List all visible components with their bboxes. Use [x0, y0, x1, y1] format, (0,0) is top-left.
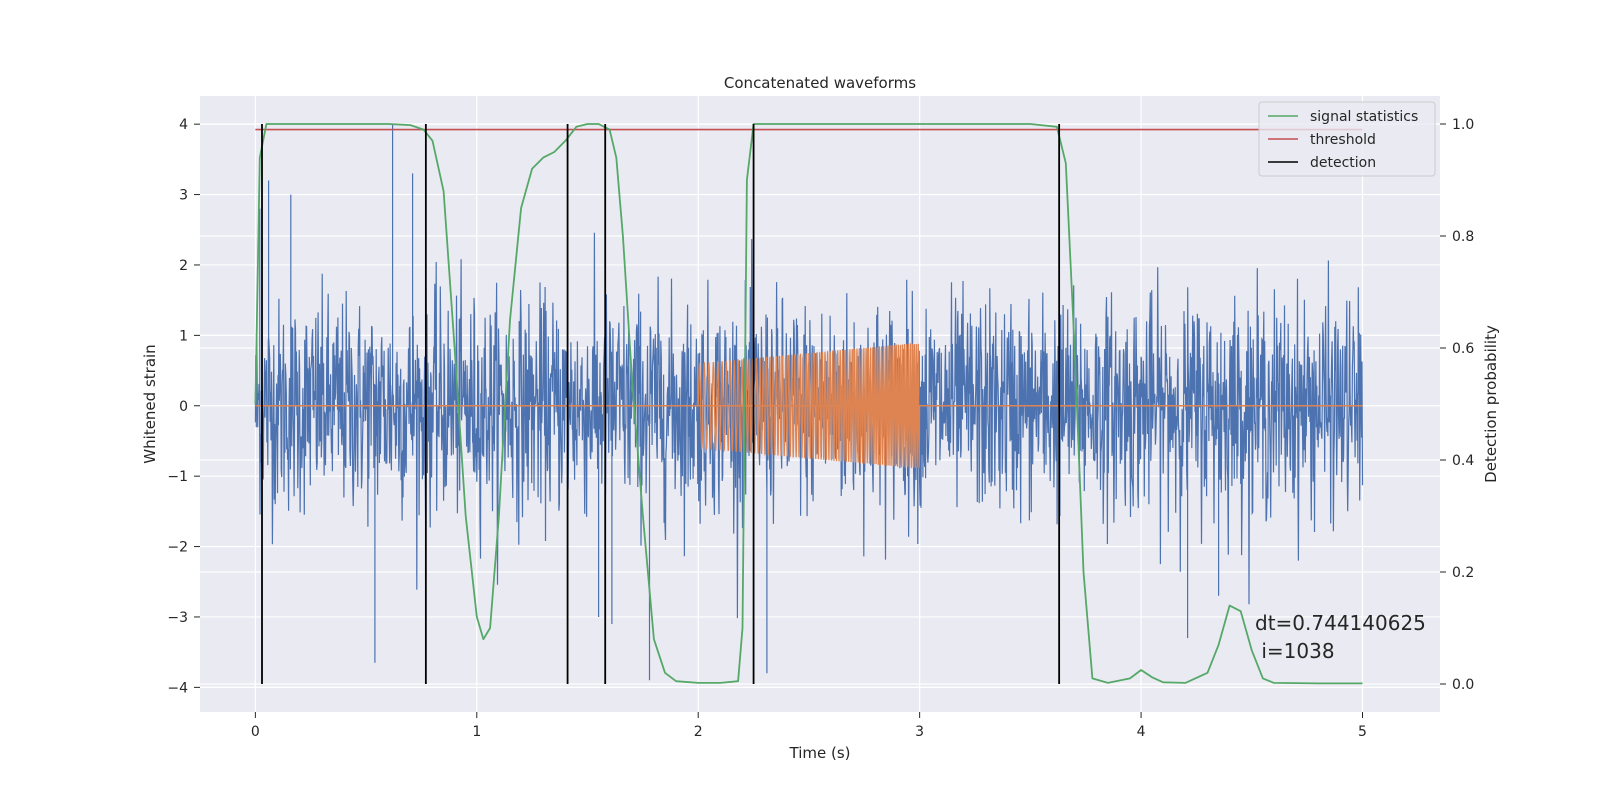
right-y-tick-label: 0.6 [1452, 341, 1474, 357]
left-y-axis-label: Whitened strain [141, 344, 159, 463]
annotation-line-1: dt=0.744140625 [1255, 611, 1426, 635]
left-y-tick-label: 1 [179, 328, 188, 344]
x-tick-label: 1 [472, 724, 481, 740]
x-tick-label: 2 [694, 724, 703, 740]
chirp-trace [697, 343, 921, 469]
left-y-tick-label: 0 [179, 399, 188, 415]
right-y-tick-label: 0.8 [1452, 229, 1474, 245]
left-y-axis-ticks: −4 −3 −2 −1 0 1 2 3 4 [167, 117, 200, 696]
left-y-tick-label: 2 [179, 258, 188, 274]
right-y-tick-label: 1.0 [1452, 117, 1474, 133]
x-tick-label: 0 [251, 724, 260, 740]
right-y-tick-label: 0.4 [1452, 453, 1474, 469]
x-axis-label: Time (s) [789, 744, 851, 762]
legend: signal statistics threshold detection [1258, 101, 1436, 177]
legend-label-signal-statistics: signal statistics [1310, 109, 1418, 125]
legend-frame [1258, 101, 1436, 177]
right-y-axis-label: Detection probability [1482, 325, 1500, 483]
signal-statistics-line [254, 123, 1363, 685]
left-y-tick-label: 4 [179, 117, 188, 133]
annotation-line-2: i=1038 [1255, 639, 1335, 663]
right-y-tick-label: 0.0 [1452, 677, 1474, 693]
x-axis-ticks: 0 1 2 3 4 5 [251, 712, 1367, 740]
noise-trace [254, 124, 1364, 681]
right-y-axis-ticks: 0.0 0.2 0.4 0.6 0.8 1.0 [1440, 117, 1474, 693]
annotation: dt=0.744140625 i=1038 [1255, 611, 1426, 663]
x-tick-label: 4 [1137, 724, 1146, 740]
x-tick-label: 5 [1358, 724, 1367, 740]
legend-label-detection: detection [1310, 155, 1376, 171]
traces [254, 123, 1364, 685]
chart-title: Concatenated waveforms [724, 74, 916, 92]
left-y-tick-label: −4 [167, 680, 188, 696]
left-y-tick-label: −3 [167, 610, 188, 626]
left-y-tick-label: −1 [167, 469, 188, 485]
left-y-tick-label: 3 [179, 188, 188, 204]
right-y-tick-label: 0.2 [1452, 565, 1474, 581]
left-y-tick-label: −2 [167, 540, 188, 556]
x-tick-label: 3 [915, 724, 924, 740]
legend-label-threshold: threshold [1310, 132, 1376, 148]
